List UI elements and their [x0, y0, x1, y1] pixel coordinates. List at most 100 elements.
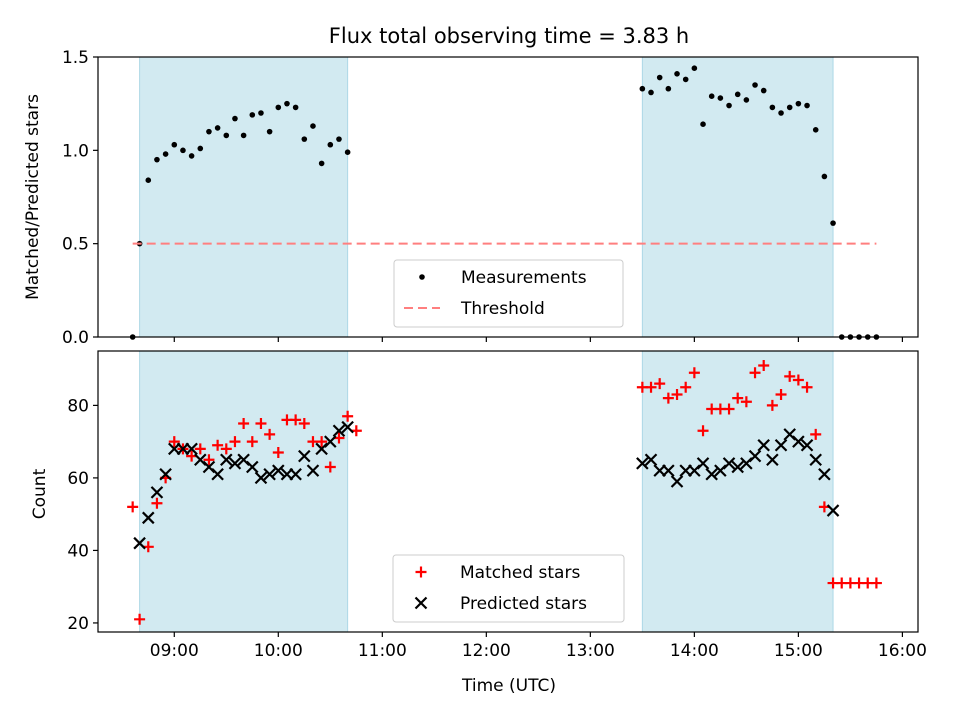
measurement-point: [674, 71, 680, 77]
measurement-point: [665, 85, 672, 92]
matched-star-point: [697, 425, 709, 437]
measurement-point: [769, 104, 776, 111]
predicted-star-point: [211, 467, 224, 481]
predicted-star-point: [159, 467, 172, 481]
predicted-star-point: [133, 536, 146, 550]
matched-star-point: [766, 399, 778, 411]
predicted-star-point: [306, 464, 320, 477]
measurement-point: [266, 128, 273, 135]
measurement-point: [258, 110, 264, 116]
predicted-star-point: [228, 457, 242, 470]
measurement-point: [752, 82, 758, 88]
predicted-star-point: [696, 457, 710, 470]
measurement-point: [795, 100, 802, 107]
legend-label: Threshold: [460, 299, 545, 319]
shaded-interval: [641, 56, 834, 338]
measurement-point: [344, 149, 351, 155]
measurement-point: [214, 125, 221, 131]
predicted-star-point: [670, 475, 684, 488]
measurement-point: [188, 153, 195, 159]
predicted-star-point: [141, 511, 155, 525]
measurement-point: [145, 177, 152, 183]
x-tick-label: 13:00: [566, 641, 615, 661]
measurement-point: [240, 132, 247, 139]
bottom-panel: 20 40 60 80 09:00 10:00 11:00 12:00 13:00 14:00 15…: [67, 350, 927, 661]
x-tick-label: 11:00: [358, 641, 407, 661]
matched-star-point: [810, 428, 822, 440]
matched-star-point: [775, 389, 787, 401]
matched-star-point: [316, 436, 328, 448]
matched-star-point: [229, 436, 241, 448]
matched-star-point: [654, 378, 666, 390]
measurement-point: [734, 91, 741, 98]
measurement-point: [804, 102, 810, 109]
chart-title: Flux total observing time = 3.83 h: [329, 24, 689, 48]
shaded-interval: [139, 350, 349, 633]
predicted-star-point: [826, 504, 840, 517]
matched-star-point: [324, 461, 336, 473]
matched-star-point: [688, 367, 700, 379]
predicted-star-point: [662, 464, 675, 477]
matched-star-point: [246, 436, 258, 448]
matched-star-point: [792, 374, 804, 386]
x-tick-label: 14:00: [670, 641, 719, 661]
measurement-point: [284, 100, 290, 107]
matched-star-point: [151, 497, 163, 509]
measurement-point: [301, 136, 308, 142]
measurement-point: [292, 104, 299, 111]
predicted-star-point: [705, 467, 718, 481]
predicted-star-point: [185, 442, 198, 456]
x-tick-label: 15:00: [774, 641, 823, 661]
measurement-point: [726, 102, 732, 109]
matched-star-point: [255, 418, 267, 430]
y-tick-label: 40: [67, 541, 89, 561]
y-tick-label: 60: [67, 469, 89, 489]
predicted-star-point: [774, 438, 788, 452]
measurement-point: [249, 112, 256, 118]
matched-star-point: [801, 381, 813, 393]
top-y-axis-label: Matched/Predicted stars: [23, 94, 43, 300]
legend-box: [393, 259, 624, 328]
measurement-point: [180, 147, 186, 154]
predicted-star-point: [341, 420, 354, 434]
bottom-y-axis-label: Count: [30, 468, 50, 519]
matched-star-point: [220, 443, 232, 455]
matched-star-point: [870, 577, 882, 589]
matched-star-point: [740, 396, 752, 408]
matched-star-point: [662, 392, 674, 404]
y-tick-label: 0.0: [62, 328, 89, 348]
legend-label: Predicted stars: [460, 594, 587, 614]
measurement-point: [318, 160, 325, 167]
measurement-point: [206, 128, 212, 135]
legend-label: Measurements: [461, 268, 587, 288]
predicted-star-point: [220, 453, 233, 467]
predicted-star-point: [757, 438, 770, 452]
measurement-point: [812, 127, 819, 133]
matched-star-point: [671, 389, 683, 401]
measurement-point: [232, 115, 238, 122]
legend-matched-swatch: [415, 566, 427, 578]
measurement-point: [830, 220, 836, 226]
matched-star-point: [342, 410, 354, 422]
y-tick-label: 80: [67, 396, 89, 416]
measurement-point: [162, 151, 169, 157]
measurement-point: [171, 141, 178, 148]
measurement-point: [717, 95, 724, 101]
measurement-point: [154, 156, 160, 163]
matched-star-point: [290, 414, 302, 426]
x-tick-label: 10:00: [254, 641, 303, 661]
matched-star-point: [127, 501, 139, 513]
matched-star-point: [134, 613, 146, 625]
measurement-point: [648, 89, 654, 96]
measurement-point: [786, 104, 793, 111]
predicted-star-point: [722, 457, 736, 470]
measurement-point: [310, 123, 316, 129]
predicted-star-point: [298, 449, 311, 463]
matched-star-point: [732, 392, 744, 404]
measurement-point: [778, 110, 784, 116]
measurement-point: [197, 145, 204, 152]
x-tick-label: 09:00: [150, 641, 199, 661]
measurement-point: [275, 104, 282, 111]
matched-star-point: [264, 428, 276, 440]
